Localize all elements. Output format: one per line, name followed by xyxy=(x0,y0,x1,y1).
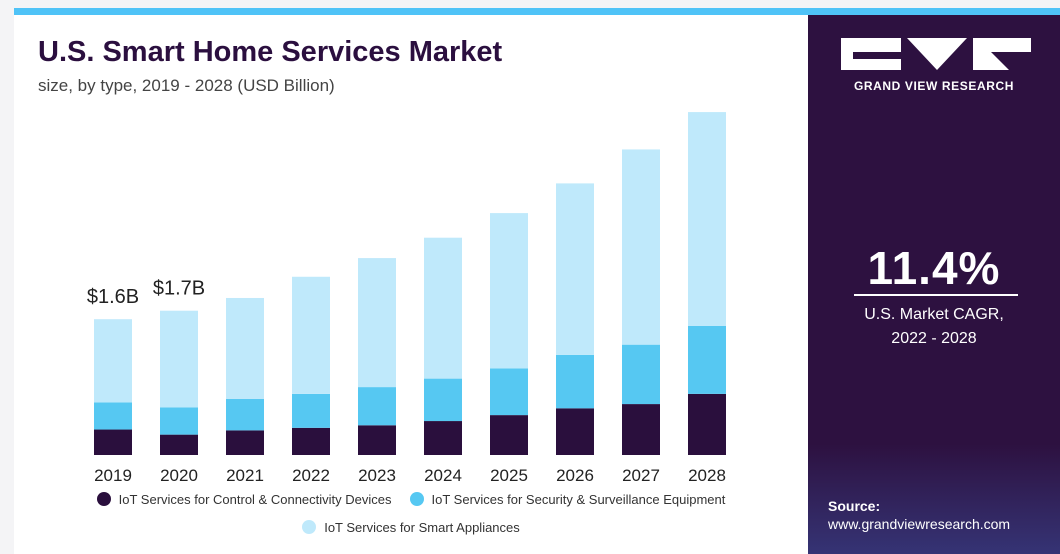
legend-swatch-security xyxy=(409,492,424,506)
bar-2024-series-0 xyxy=(424,421,462,455)
bar-2027-series-0 xyxy=(622,404,660,455)
legend-label-appliances: IoT Services for Smart Appliances xyxy=(324,519,520,535)
bar-2025-series-2 xyxy=(490,213,528,369)
brand-panel: GRAND VIEW RESEARCH 11.4% U.S. Market CA… xyxy=(808,15,1060,554)
legend-label-control: IoT Services for Control & Connectivity … xyxy=(118,491,392,507)
panel-glow xyxy=(808,444,1060,554)
x-tick-label-2019: 2019 xyxy=(94,466,132,485)
bar-2021-series-1 xyxy=(226,398,264,431)
x-tick-label-2025: 2025 xyxy=(490,466,528,485)
x-tick-label-2028: 2028 xyxy=(688,466,726,485)
legend: IoT Services for Control & Connectivity … xyxy=(14,488,808,544)
cagr-label-line2: 2022 - 2028 xyxy=(891,330,977,347)
bar-2019-series-2 xyxy=(94,319,132,403)
bar-2021-series-2 xyxy=(226,297,264,399)
cagr-divider xyxy=(854,294,1018,296)
cagr-value: 11.4% xyxy=(867,242,1001,294)
legend-item-security: IoT Services for Security & Surveillance… xyxy=(409,491,726,507)
chart-title: U.S. Smart Home Services Market xyxy=(38,36,503,68)
data-label-2019: $1.6B xyxy=(87,286,139,308)
bar-2023-series-0 xyxy=(358,425,396,455)
x-tick-label-2024: 2024 xyxy=(424,466,462,485)
bar-2027-series-1 xyxy=(622,344,660,405)
legend-row-2: IoT Services for Smart Appliances xyxy=(14,516,808,538)
bar-2022-series-2 xyxy=(292,276,330,394)
chart-subtitle: size, by type, 2019 - 2028 (USD Billion) xyxy=(38,76,335,95)
stacked-bar-chart: 2019 2020 2021 2022 2023 2024 2025 2026 2027 2028… xyxy=(87,112,726,485)
bar-2028-series-1 xyxy=(688,325,726,394)
bar-2022-series-0 xyxy=(292,427,330,455)
bar-2021-series-0 xyxy=(226,430,264,455)
bar-2020-series-1 xyxy=(160,407,198,435)
legend-swatch-control xyxy=(96,492,111,506)
bar-2022-series-1 xyxy=(292,393,330,428)
legend-label-security: IoT Services for Security & Surveillance… xyxy=(431,491,726,507)
x-tick-label-2021: 2021 xyxy=(226,466,264,485)
bar-2020-series-0 xyxy=(160,434,198,455)
bar-2019-series-0 xyxy=(94,429,132,455)
bar-2020-series-2 xyxy=(160,310,198,408)
legend-item-control: IoT Services for Control & Connectivity … xyxy=(96,491,392,507)
x-tick-label-2022: 2022 xyxy=(292,466,330,485)
legend-swatch-appliances xyxy=(302,520,317,534)
brand-name: GRAND VIEW RESEARCH xyxy=(853,79,1015,93)
cagr-label: U.S. Market CAGR, 2022 - 2028 xyxy=(808,303,1060,351)
bar-2019-series-1 xyxy=(94,402,132,430)
bar-2025-series-0 xyxy=(490,415,528,455)
bar-2026-series-2 xyxy=(556,183,594,355)
bar-2028-series-2 xyxy=(688,112,726,326)
x-tick-label-2020: 2020 xyxy=(160,466,198,485)
bar-2026-series-1 xyxy=(556,354,594,409)
legend-row-1: IoT Services for Control & Connectivity … xyxy=(14,488,808,510)
bar-2027-series-2 xyxy=(622,149,660,345)
x-tick-label-2027: 2027 xyxy=(622,466,660,485)
legend-item-appliances: IoT Services for Smart Appliances xyxy=(302,520,520,535)
bar-2023-series-1 xyxy=(358,387,396,426)
source-url[interactable]: www.grandviewresearch.com xyxy=(828,516,1011,532)
bar-2024-series-2 xyxy=(424,237,462,379)
x-tick-label-2023: 2023 xyxy=(358,466,396,485)
top-accent-bar xyxy=(14,8,1060,15)
source-label: Source: xyxy=(828,498,881,514)
source-block: Source: www.grandviewresearch.com xyxy=(828,497,1010,533)
data-label-2020: $1.7B xyxy=(153,278,205,300)
chart-card xyxy=(14,15,808,554)
bar-2025-series-1 xyxy=(490,368,528,416)
gvr-logo-icon xyxy=(841,38,1031,70)
bar-2028-series-0 xyxy=(688,393,726,455)
cagr-label-line1: U.S. Market CAGR, xyxy=(864,306,1004,323)
bar-2026-series-0 xyxy=(556,408,594,455)
bar-2024-series-1 xyxy=(424,378,462,422)
x-tick-label-2026: 2026 xyxy=(556,466,594,485)
bar-2023-series-2 xyxy=(358,258,396,388)
